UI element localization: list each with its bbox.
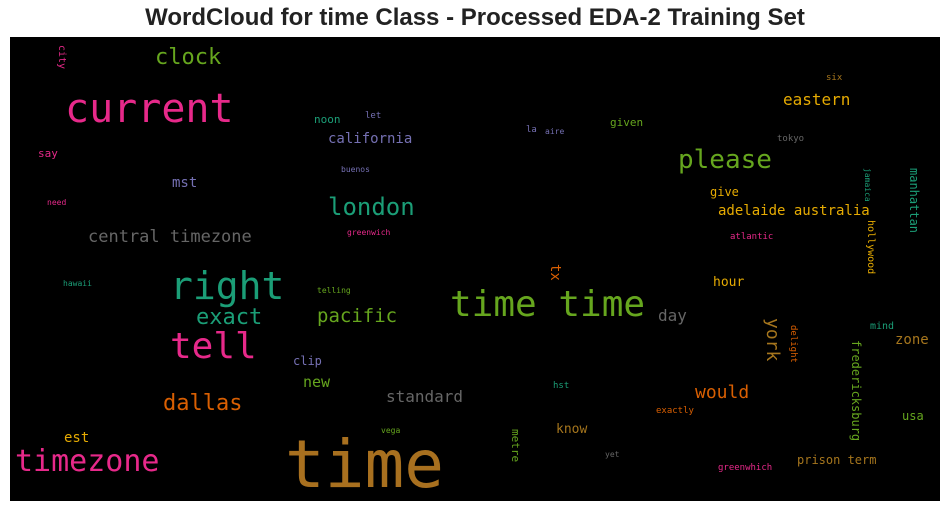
word-noon: noon — [314, 113, 341, 126]
word-manhattan: manhattan — [907, 168, 921, 234]
word-hollywood: hollywood — [865, 220, 876, 275]
word-day: day — [658, 306, 687, 325]
word-would: would — [695, 382, 750, 403]
word-right: right — [170, 264, 285, 308]
word-aire: aire — [545, 127, 565, 136]
word-time: time — [285, 426, 444, 501]
word-tokyo: tokyo — [777, 134, 805, 144]
word-hst: hst — [553, 381, 570, 391]
wordcloud-canvas: time current time time right tell timezone ple… — [10, 37, 940, 501]
word-est: est — [64, 430, 90, 446]
word-prison-term: prison term — [797, 453, 877, 467]
word-time-time: time time — [450, 284, 646, 325]
word-la: la — [526, 125, 537, 135]
word-vega: vega — [381, 426, 401, 435]
word-york: york — [762, 318, 783, 362]
word-california: california — [328, 131, 413, 147]
word-know: know — [556, 422, 588, 437]
word-give: give — [710, 185, 739, 199]
word-dallas: dallas — [163, 391, 243, 416]
word-hour: hour — [713, 275, 745, 290]
word-telling: telling — [317, 286, 351, 295]
word-exactly: exactly — [656, 406, 694, 416]
word-tx: tx — [547, 264, 563, 281]
chart-title: WordCloud for time Class - Processed EDA… — [145, 4, 805, 31]
word-timezone: timezone — [15, 444, 160, 479]
word-say: say — [38, 147, 58, 160]
word-standard: standard — [386, 387, 464, 406]
word-new: new — [303, 373, 331, 391]
word-london: london — [328, 193, 415, 221]
word-adelaide-australia: adelaide australia — [718, 203, 870, 219]
word-delight: delight — [788, 325, 798, 363]
word-greenwich: greenwich — [347, 228, 391, 237]
word-please: please — [678, 145, 772, 175]
word-greenwhich: greenwhich — [718, 463, 773, 473]
word-clock: clock — [155, 45, 222, 70]
word-mind: mind — [870, 321, 895, 332]
word-eastern: eastern — [783, 90, 851, 109]
word-city: city — [56, 45, 67, 70]
word-metre: metre — [509, 429, 522, 463]
word-hawaii: hawaii — [63, 279, 92, 288]
word-zone: zone — [895, 332, 929, 348]
word-six: six — [826, 73, 843, 83]
word-clip: clip — [293, 354, 322, 368]
word-atlantic: atlantic — [730, 232, 774, 242]
word-let: let — [365, 111, 382, 121]
word-mst: mst — [172, 175, 198, 191]
word-central-timezone: central timezone — [88, 227, 252, 247]
word-tell: tell — [170, 326, 257, 367]
word-pacific: pacific — [317, 305, 398, 327]
word-current: current — [65, 86, 234, 132]
word-fredericksburg: fredericksburg — [849, 340, 863, 442]
word-need: need — [47, 198, 67, 207]
word-usa: usa — [902, 409, 924, 423]
word-given: given — [610, 116, 644, 129]
word-buenos: buenos — [341, 165, 370, 174]
word-jamaica: jamaica — [863, 168, 872, 202]
word-yet: yet — [605, 450, 620, 459]
word-exact: exact — [196, 305, 263, 330]
